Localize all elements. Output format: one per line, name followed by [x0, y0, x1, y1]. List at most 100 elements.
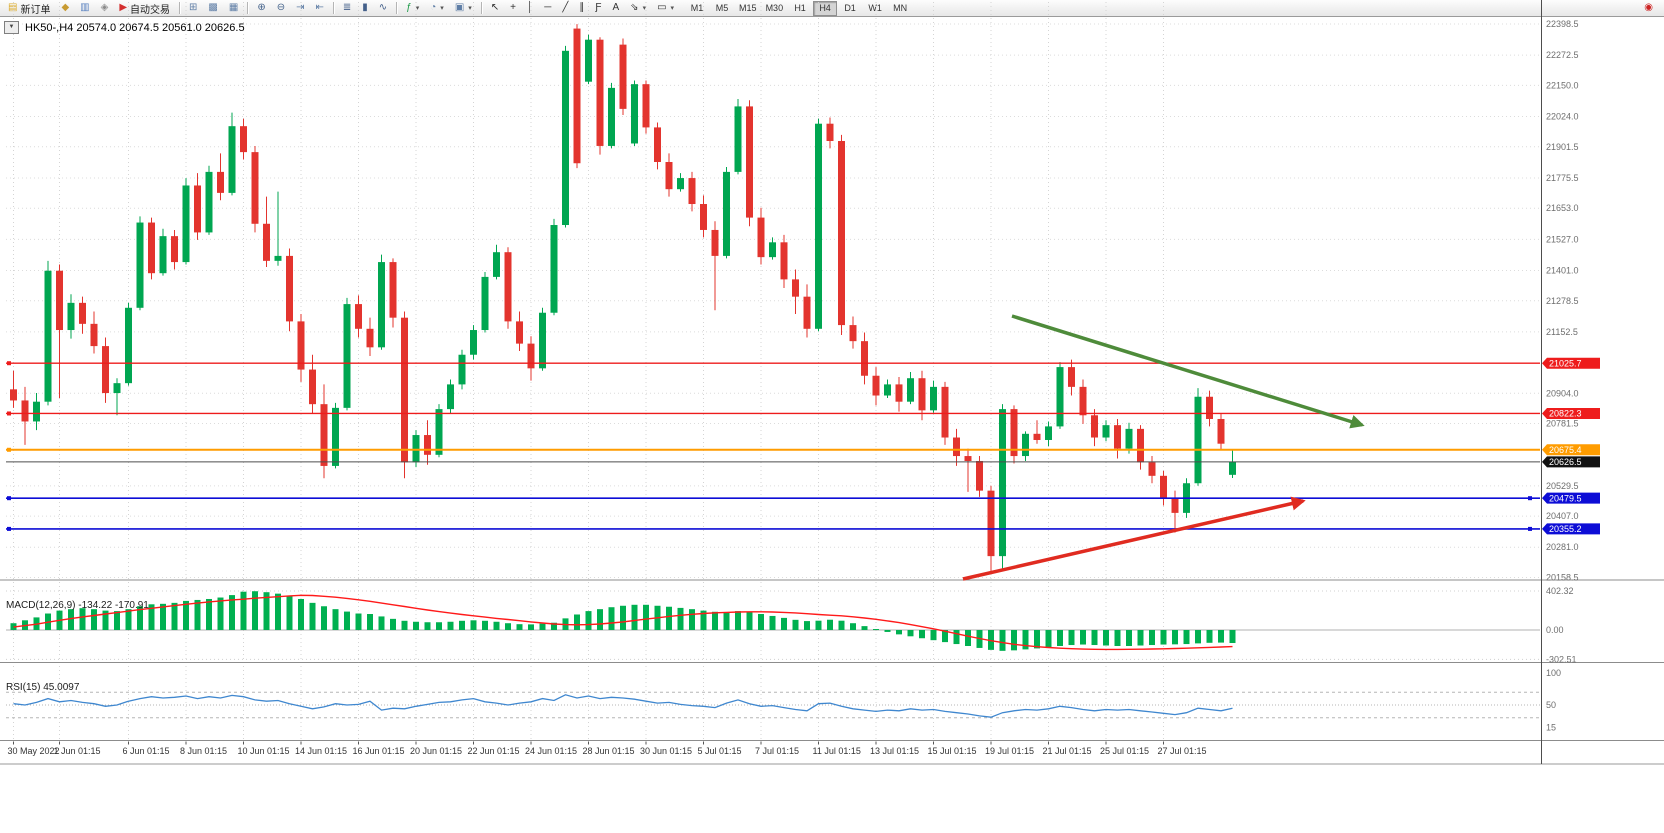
candle-body [56, 270, 63, 331]
resistance-line-lower-handle[interactable] [7, 411, 11, 416]
auto-trading-button[interactable]: ▶ 自动交易 [114, 0, 175, 16]
trendline-icon: ╱ [562, 2, 569, 13]
macd-histogram-bar [804, 621, 810, 630]
chart-canvas[interactable]: 402.320.00-302.51100501522398.522272.522… [0, 0, 1664, 816]
macd-histogram-bar [597, 609, 603, 630]
bar-chart-icon[interactable]: ≣ [338, 0, 356, 16]
auto-trading-button-label: 自动交易 [130, 4, 171, 16]
timeframe-m1-button[interactable]: M1 [690, 2, 704, 13]
chart-shift-icon[interactable]: ⇤ [310, 0, 328, 16]
time-axis-label: 21 Jul 01:15 [1043, 746, 1092, 756]
price-scale: 22398.5 22272.5 22150.0 22024.0 21901.5 21775… [1542, 19, 1600, 583]
resistance-line-upper-handle[interactable] [7, 361, 11, 366]
tile-windows-icon[interactable]: ▦ [224, 0, 243, 16]
alert-icon[interactable]: ◉ [1639, 0, 1658, 16]
support-line-upper-handle[interactable] [7, 496, 11, 501]
candle-body [838, 141, 845, 326]
candle-body [1114, 425, 1121, 449]
timeframe-w1-button[interactable]: W1 [868, 2, 882, 13]
dropdown-arrow-icon: ▾ [642, 5, 647, 12]
candle-body [608, 87, 615, 146]
support-line-upper-handle[interactable] [1528, 496, 1532, 501]
new-chart-icon[interactable]: ⊞ [184, 0, 202, 16]
candle-body [746, 106, 753, 218]
candle-body [171, 236, 178, 263]
support-line-lower-handle[interactable] [1528, 526, 1532, 531]
candle-body [1102, 425, 1110, 438]
candle-body [1022, 433, 1029, 457]
candle-body [412, 435, 420, 463]
timeframe-h4-button[interactable]: H4 [813, 0, 838, 16]
macd-histogram-bar [1229, 630, 1236, 644]
timeframe-m30-button[interactable]: M30 [765, 2, 784, 13]
macd-histogram-bar [746, 612, 753, 630]
horizontal-line-icon[interactable]: ─ [539, 0, 556, 16]
navigator-icon[interactable]: ◈ [96, 0, 114, 16]
candle-body [1091, 415, 1098, 438]
arrows-icon[interactable]: ⇘ ▾ [625, 0, 651, 16]
price-tick-label: 21152.5 [1546, 327, 1578, 337]
zoom-in-icon[interactable]: ⊕ [252, 0, 270, 16]
macd-panel: 402.32 0.00 -302.51 [6, 586, 1577, 664]
price-tick-label: 22150.0 [1546, 80, 1579, 90]
toolbar-separator [179, 2, 181, 14]
support-line-lower-handle[interactable] [7, 526, 11, 531]
trendline-icon[interactable]: ╱ [557, 0, 573, 16]
macd-histogram-bar [229, 595, 235, 630]
vertical-line-icon[interactable]: │ [522, 0, 538, 16]
line-chart-icon[interactable]: ∿ [374, 0, 392, 16]
pivot-line-orange-handle[interactable] [7, 447, 11, 452]
templates-icon[interactable]: ▣ ▾ [450, 0, 477, 16]
candle-body [930, 386, 937, 411]
market-watch-icon[interactable]: ◆ [56, 0, 74, 16]
horizontal-line-icon: ─ [544, 2, 552, 13]
shapes-icon[interactable]: ▭ ▾ [652, 0, 679, 16]
macd-histogram-bar [171, 602, 178, 630]
macd-histogram-bar [815, 620, 822, 630]
candle-body [136, 222, 144, 308]
candle-body [1033, 433, 1041, 440]
downtrend-arrow[interactable] [1011, 314, 1365, 429]
text-icon[interactable]: A [608, 0, 625, 16]
macd-histogram-bar [1137, 630, 1144, 646]
timeframe-m5-button[interactable]: M5 [715, 2, 729, 13]
candle-body [470, 330, 477, 355]
data-window-icon[interactable]: ▥ [75, 0, 94, 16]
candle-body [447, 384, 454, 410]
candle-body [263, 223, 270, 261]
macd-histogram-bar [91, 609, 97, 630]
cursor-icon[interactable]: ↖ [486, 0, 504, 16]
macd-histogram-bar [194, 599, 201, 630]
timeframe-m15-button[interactable]: M15 [739, 2, 757, 13]
macd-histogram-bar [850, 623, 856, 630]
zoom-out-icon[interactable]: ⊖ [272, 0, 290, 16]
candle-body [815, 123, 822, 329]
time-axis-label: 19 Jul 01:15 [985, 746, 1034, 756]
new-order-button[interactable]: ▤ 新订单 [3, 0, 55, 16]
candlestick-chart-icon[interactable]: ▮ [357, 0, 373, 16]
macd-histogram-bar [792, 619, 799, 630]
channel-icon[interactable]: ∥ [574, 0, 589, 16]
profiles-icon[interactable]: ▩ [203, 0, 222, 16]
candlestick-chart-icon: ▮ [362, 2, 368, 13]
crosshair-icon[interactable]: + [505, 0, 521, 16]
candle-body [964, 456, 972, 461]
timeframe-mn-button[interactable]: MN [893, 2, 908, 13]
rsi-axis-label: 15 [1546, 722, 1556, 732]
line-chart-icon: ∿ [378, 2, 388, 13]
timeframe-h1-button[interactable]: H1 [794, 2, 806, 13]
periods-icon[interactable]: ◔ ▾ [425, 0, 449, 16]
fibonacci-icon[interactable]: Ƒ [590, 0, 606, 16]
auto-trading-icon: ▶ [119, 2, 128, 13]
candle-body [953, 437, 960, 457]
candle-body [1160, 475, 1167, 499]
macd-histogram-bar [217, 597, 224, 630]
data-window-icon: ▥ [80, 2, 90, 13]
candle-body [251, 152, 259, 224]
auto-scroll-icon[interactable]: ⇥ [291, 0, 309, 16]
timeframe-d1-button[interactable]: D1 [844, 2, 856, 13]
indicators-icon[interactable]: ƒ ▾ [401, 0, 424, 16]
macd-histogram-bar [240, 591, 247, 630]
uptrend-arrow[interactable] [962, 496, 1306, 581]
candle-body [274, 255, 282, 261]
